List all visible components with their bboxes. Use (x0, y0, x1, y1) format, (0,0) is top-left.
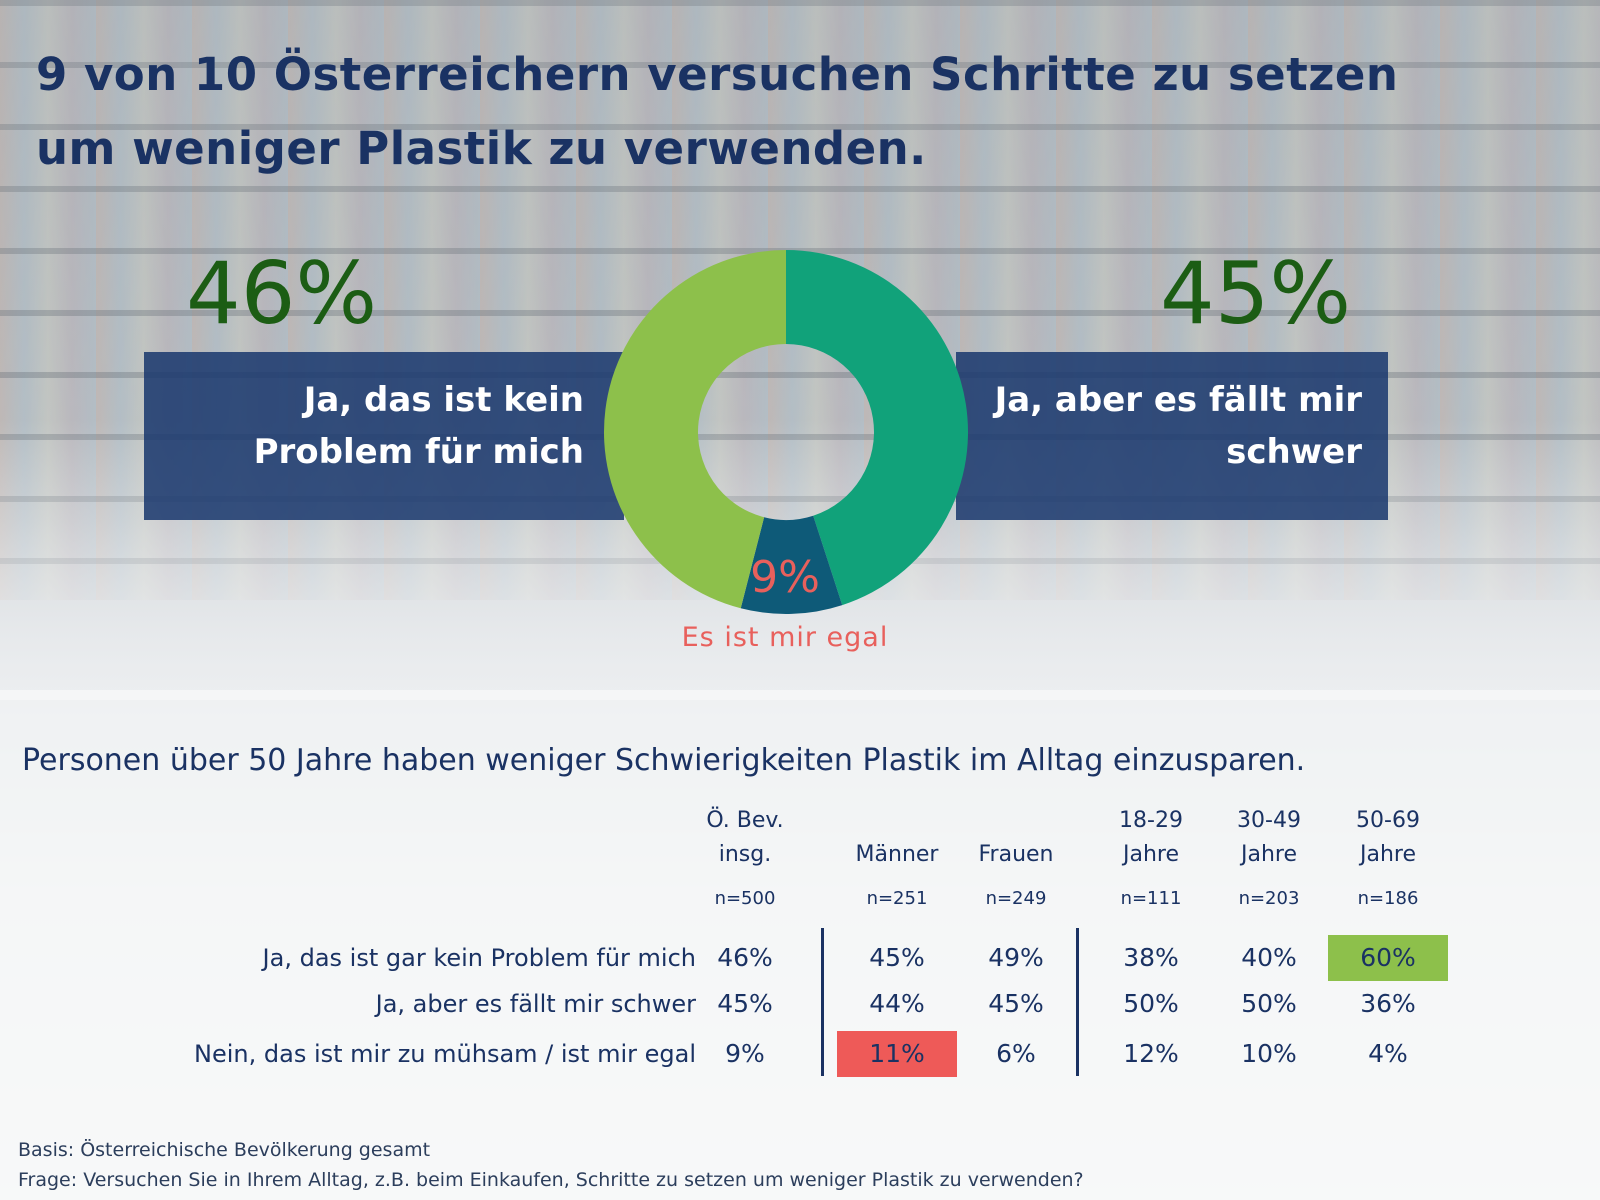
column-header-5-line-0: 50-69 (1356, 808, 1420, 833)
column-header-2-line-0: Frauen (978, 842, 1054, 867)
donut-chart (604, 250, 968, 614)
cell-r1-c2: 45% (988, 989, 1044, 1018)
cell-r1-c5: 36% (1360, 989, 1416, 1018)
cell-r0-c0: 46% (717, 943, 773, 972)
cell-highlight-0 (1328, 935, 1448, 981)
cell-r2-c3: 12% (1123, 1039, 1179, 1068)
right-label-box: Ja, aber es fällt mir schwer (956, 352, 1388, 520)
cell-r0-c3: 38% (1123, 943, 1179, 972)
row-label-0: Ja, das ist gar kein Problem für mich (262, 944, 696, 972)
row-label-1: Ja, aber es fällt mir schwer (375, 990, 696, 1018)
separator-after-total (821, 928, 824, 1076)
column-header-3-line-1: Jahre (1122, 842, 1179, 867)
column-header-0-line-1: insg. (718, 842, 772, 867)
column-header-5-line-1: Jahre (1359, 842, 1416, 867)
column-header-1-line-0: Männer (855, 842, 939, 867)
cell-r2-c0: 9% (725, 1039, 765, 1068)
right-big-percent: 45% (1160, 244, 1352, 344)
cell-r1-c3: 50% (1123, 989, 1179, 1018)
donut-egal-percent: 9% (750, 552, 820, 603)
donut-egal-caption: Es ist mir egal (681, 622, 889, 653)
donut-slice-1 (740, 515, 843, 614)
main-title: 9 von 10 Österreichern versuchen Schritt… (36, 48, 1399, 175)
row-label-2: Nein, das ist mir zu mühsam / ist mir eg… (194, 1040, 696, 1068)
column-header-4-line-1: Jahre (1240, 842, 1297, 867)
donut-slice-2 (604, 250, 786, 609)
left-big-percent: 46% (186, 244, 378, 344)
cell-r2-c1: 11% (869, 1039, 925, 1068)
footnote-basis: Basis: Österreichische Bevölkerung gesam… (18, 1139, 431, 1161)
cell-r0-c4: 40% (1241, 943, 1297, 972)
cell-r0-c2: 49% (988, 943, 1044, 972)
cell-r0-c1: 45% (869, 943, 925, 972)
donut-slice-0 (786, 250, 968, 606)
cell-r2-c4: 10% (1241, 1039, 1297, 1068)
table-title: Personen über 50 Jahre haben weniger Sch… (22, 743, 1306, 778)
column-header-4-line-0: 30-49 (1237, 808, 1301, 833)
column-n-2: n=249 (985, 888, 1047, 909)
column-n-4: n=203 (1238, 888, 1300, 909)
right-label-line-2: schwer (1226, 432, 1362, 472)
column-n-1: n=251 (866, 888, 928, 909)
column-header-0-line-0: Ö. Bev. (706, 808, 784, 833)
column-header-3-line-0: 18-29 (1119, 808, 1183, 833)
cell-r2-c2: 6% (996, 1039, 1036, 1068)
cell-highlight-1 (837, 1031, 957, 1077)
column-n-3: n=111 (1120, 888, 1182, 909)
cell-r0-c5: 60% (1360, 943, 1416, 972)
left-label-line-1: Ja, das ist kein (303, 380, 584, 420)
cell-r1-c0: 45% (717, 989, 773, 1018)
left-label-line-2: Problem für mich (253, 432, 584, 472)
right-label-line-1: Ja, aber es fällt mir (994, 380, 1362, 420)
cell-r1-c4: 50% (1241, 989, 1297, 1018)
cell-r2-c5: 4% (1368, 1039, 1408, 1068)
cell-r1-c1: 44% (869, 989, 925, 1018)
column-n-0: n=500 (714, 888, 776, 909)
left-label-box: Ja, das ist kein Problem für mich (144, 352, 624, 520)
column-n-5: n=186 (1357, 888, 1419, 909)
footnote-frage: Frage: Versuchen Sie in Ihrem Alltag, z.… (18, 1169, 1084, 1191)
separator-after-gender (1076, 928, 1079, 1076)
